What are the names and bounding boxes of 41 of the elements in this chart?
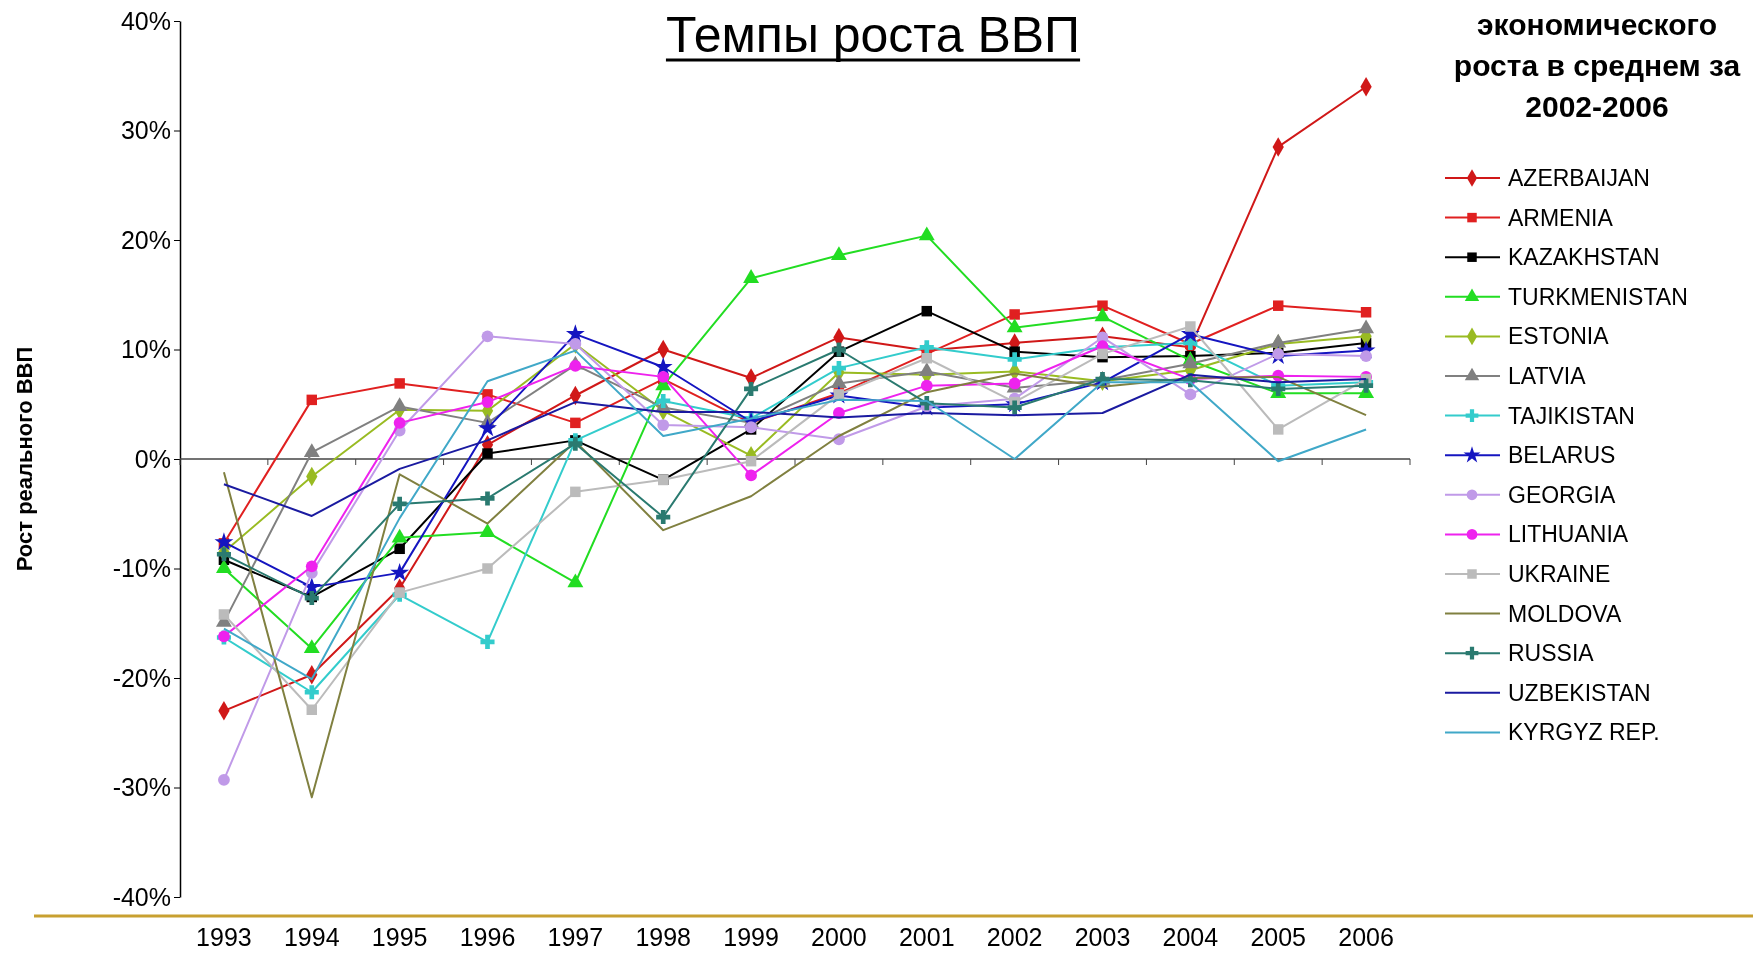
- y-tick-label: 30%: [120, 116, 171, 144]
- x-tick-label: 2000: [811, 923, 867, 951]
- legend-label: GEORGIA: [1508, 481, 1617, 508]
- legend-label: ESTONIA: [1508, 323, 1610, 350]
- legend-title: экономического роста в среднем за 2002-2006: [1453, 8, 1741, 123]
- legend-label: LATVIA: [1508, 363, 1587, 389]
- y-tick-label: -20%: [112, 663, 171, 692]
- y-tick-label: 0%: [134, 444, 171, 473]
- legend-label: LITHUANIA: [1508, 521, 1629, 548]
- y-tick-label: -40%: [112, 882, 171, 911]
- y-tick-label: -30%: [112, 773, 171, 801]
- x-tick-label: 2002: [986, 923, 1043, 951]
- x-tick-label: 2005: [1250, 923, 1307, 951]
- x-tick-label: 1996: [459, 923, 516, 951]
- legend-label: MOLDOVA: [1508, 600, 1622, 627]
- x-tick-label: 1995: [371, 923, 428, 951]
- legend-label: KAZAKHSTAN: [1508, 244, 1660, 271]
- x-tick-label: 2001: [898, 923, 955, 951]
- y-axis-title: Рост реального ВВП: [12, 346, 37, 572]
- x-tick-label: 2003: [1074, 923, 1131, 951]
- y-tick-label: 10%: [120, 335, 171, 363]
- legend-label: UZBEKISTAN: [1508, 679, 1651, 706]
- x-tick-label: 2006: [1338, 923, 1394, 951]
- x-tick-label: 1993: [196, 923, 252, 951]
- x-tick-label: 1998: [635, 923, 692, 951]
- legend-label: TAJIKISTAN: [1508, 402, 1635, 429]
- legend-label: RUSSIA: [1508, 640, 1595, 667]
- x-tick-label: 2004: [1162, 923, 1219, 951]
- legend-label: AZERBAIJAN: [1508, 165, 1650, 191]
- chart-title: Темпы роста ВВП: [665, 7, 1081, 63]
- x-tick-label: 1997: [547, 923, 604, 951]
- legend-label: KYRGYZ REP.: [1508, 719, 1660, 746]
- x-tick-label: 1994: [283, 923, 340, 951]
- y-tick-label: 20%: [120, 225, 171, 254]
- legend-label: ARMENIA: [1508, 204, 1614, 231]
- y-tick-label: -10%: [112, 554, 171, 582]
- legend-label: BELARUS: [1508, 442, 1616, 469]
- legend-label: UKRAINE: [1508, 561, 1611, 587]
- y-tick-label: 40%: [120, 6, 171, 35]
- x-tick-label: 1999: [723, 923, 779, 951]
- legend-label: TURKMENISTAN: [1508, 283, 1688, 310]
